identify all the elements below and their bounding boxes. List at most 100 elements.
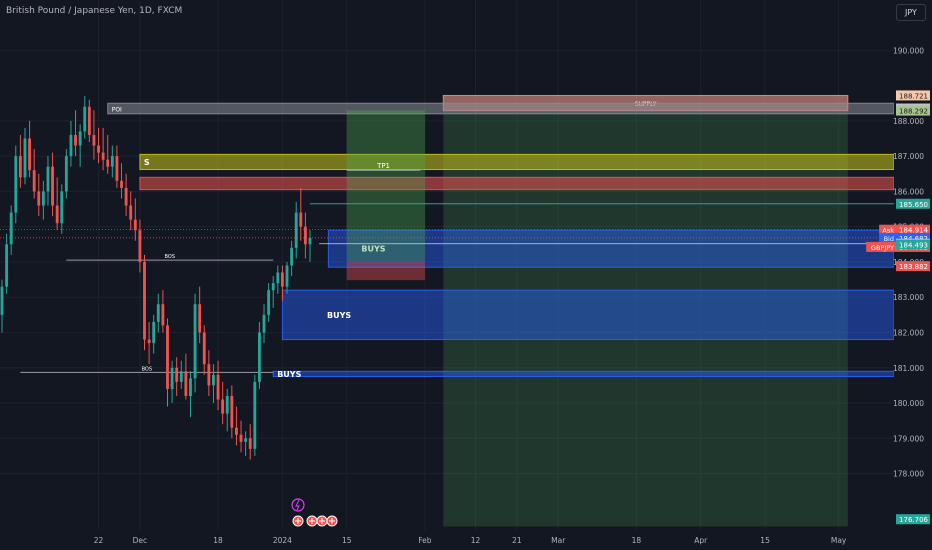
price-label-box [896, 224, 930, 235]
lightning-glyph-icon [295, 499, 300, 511]
candle-body [294, 212, 298, 248]
candle-body [18, 156, 22, 178]
currency-button[interactable]: JPY [896, 4, 926, 21]
zone-buys [327, 229, 895, 268]
candle-body [248, 438, 252, 449]
x-tick-label: 15 [342, 536, 352, 545]
price-label: 188.721 [899, 92, 928, 100]
candle-body [221, 399, 225, 414]
candle-body [184, 371, 188, 396]
candle-body [51, 166, 54, 206]
y-tick-label: 179.000 [893, 434, 924, 443]
x-tick-label: 18 [632, 536, 642, 545]
flag-cross-icon [319, 518, 325, 524]
candle-body [152, 321, 156, 344]
price-label: 184.493 [899, 242, 928, 250]
y-tick-label: 182.000 [893, 328, 924, 337]
price-label: 176.706 [899, 516, 928, 524]
zone-s [139, 153, 895, 171]
price-label: 183.882 [899, 263, 928, 271]
candle-body [175, 367, 179, 382]
flag-cross-icon [309, 518, 315, 524]
candle-body [230, 395, 234, 428]
candle-body [28, 138, 32, 171]
zone-buys [272, 370, 895, 378]
event-markers[interactable] [291, 498, 338, 527]
candle-body [78, 131, 82, 146]
candle-body [133, 219, 137, 231]
price-label-box [896, 198, 930, 209]
flag-cross-icon [329, 518, 335, 524]
candle-body [271, 283, 275, 291]
x-tick-label: 2024 [273, 536, 292, 545]
candle-body [235, 427, 238, 435]
flag-cross-icon [295, 518, 301, 524]
candle-body [64, 156, 68, 192]
x-tick-label: Apr [694, 536, 708, 545]
candle-body [189, 378, 192, 396]
candle-body [143, 261, 146, 340]
candle-body [212, 374, 215, 386]
annotation-lines: TP1 BOS BOS [0, 162, 894, 373]
x-tick-label: 15 [760, 536, 770, 545]
lightning-event-icon[interactable] [291, 498, 305, 512]
candle-body [299, 212, 303, 227]
chart-title: British Pound / Japanese Yen, 1D, FXCM [6, 6, 183, 16]
candle-body [257, 332, 261, 382]
candle-body [55, 205, 59, 224]
price-label: 184.914 [899, 227, 928, 235]
candle-body [216, 374, 220, 400]
candle-body [166, 325, 169, 389]
position-target-area [346, 110, 425, 262]
candle-body [37, 191, 41, 206]
candle-body [179, 371, 183, 382]
candle-body [198, 304, 202, 333]
candle-body [280, 272, 284, 287]
zone-label: BUYS [277, 370, 301, 379]
price-label-prefix-box [879, 224, 896, 235]
time-axis[interactable]: 22 Dec 18 2024 15 Feb 12 21 Mar 18 Apr 15 May [0, 530, 894, 550]
candle-body [92, 134, 96, 146]
price-axis[interactable]: 190.000188.000187.000186.000185.000184.0… [866, 0, 932, 550]
line-label: BOS [165, 254, 175, 260]
zone-buys [281, 289, 895, 341]
y-tick-label: 190.000 [893, 46, 924, 55]
candle-body [138, 230, 142, 262]
candle-body [9, 212, 13, 245]
candle-body [156, 304, 160, 322]
price-label-box [896, 232, 930, 243]
y-tick-label: 183.000 [893, 293, 924, 302]
price-axis-bg [894, 0, 932, 550]
position-stop-area [346, 261, 425, 281]
candle-body [267, 290, 271, 315]
price-label-box [896, 261, 930, 272]
price-label-box [896, 239, 930, 250]
price-label-prefix: Ask [882, 227, 894, 235]
candle-body [74, 134, 77, 146]
x-tick-label: 12 [471, 536, 481, 545]
candle-body [14, 156, 18, 213]
x-tick-label: 22 [94, 536, 104, 545]
candle-body [170, 367, 174, 389]
candle-body [147, 339, 151, 344]
candle-body [276, 272, 280, 284]
candle-body [46, 166, 50, 192]
candle-body [161, 304, 165, 326]
candle-body [285, 265, 289, 287]
zone-unlabeled [139, 176, 895, 191]
candles [0, 96, 312, 460]
x-tick-label: May [831, 536, 847, 545]
candle-body [225, 395, 229, 414]
long-position-tool[interactable] [346, 110, 425, 281]
zone-label: S [144, 158, 150, 167]
candle-body [110, 156, 114, 167]
candle-body [129, 205, 133, 220]
candle-body [41, 191, 45, 206]
zone-label: BUYS [327, 311, 351, 320]
candle-body [244, 438, 248, 442]
candle-body [193, 304, 197, 379]
y-tick-label: 180.000 [893, 399, 924, 408]
candle-body [32, 170, 36, 192]
price-label: 185.650 [899, 201, 928, 209]
